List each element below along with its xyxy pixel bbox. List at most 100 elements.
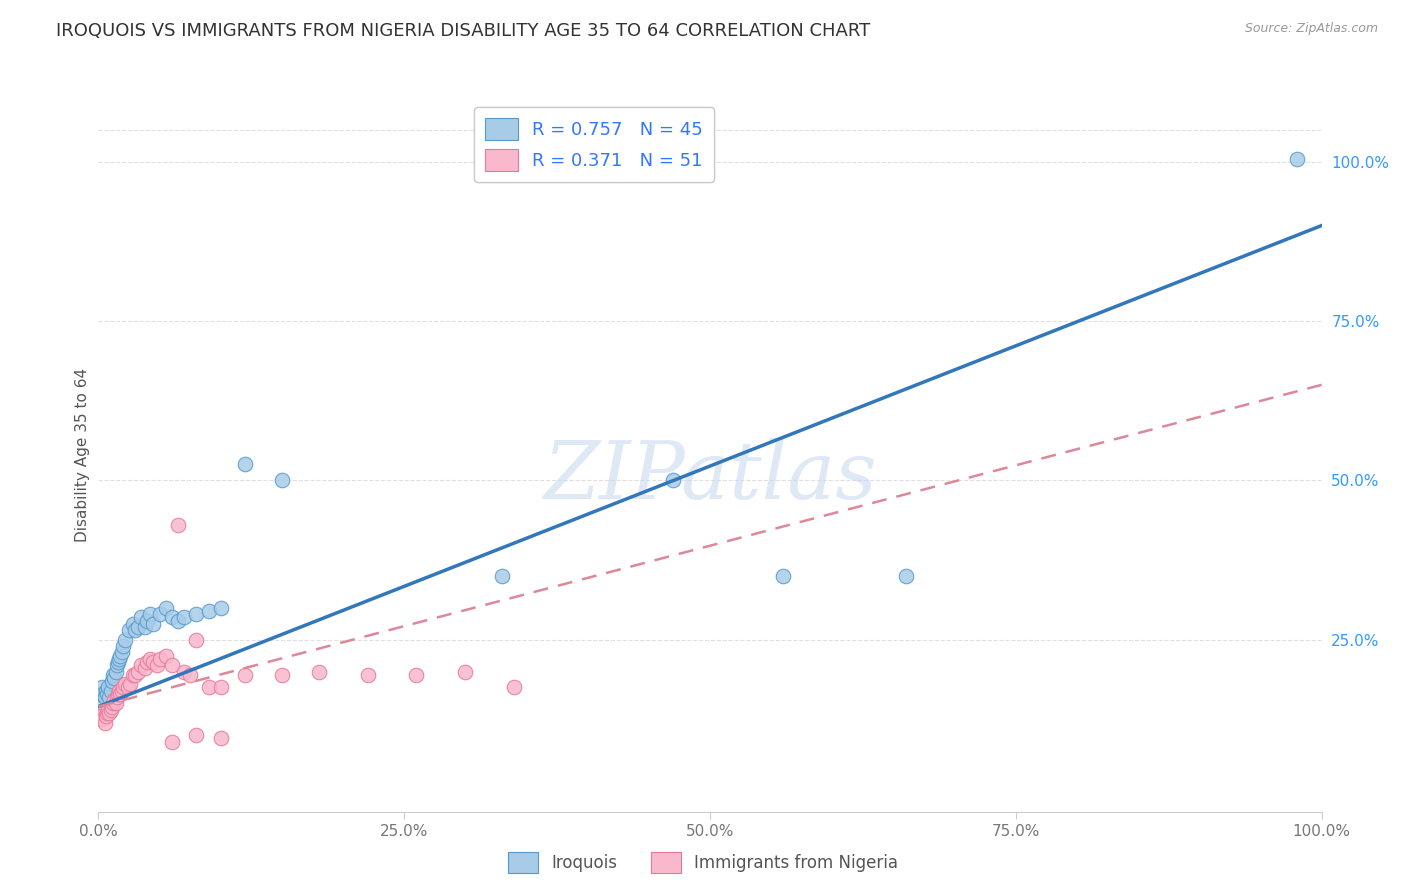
Point bbox=[503, 681, 526, 695]
Text: ZIPatlas: ZIPatlas bbox=[543, 438, 877, 515]
Point bbox=[101, 697, 124, 711]
Point bbox=[111, 683, 134, 698]
Point bbox=[160, 658, 183, 673]
Point bbox=[91, 681, 114, 695]
Point bbox=[167, 518, 190, 533]
Point bbox=[96, 687, 118, 701]
Point bbox=[179, 667, 201, 681]
Point bbox=[173, 610, 195, 624]
Point bbox=[104, 665, 127, 679]
Point bbox=[93, 690, 115, 704]
Point bbox=[117, 681, 139, 695]
Point bbox=[105, 658, 128, 673]
Point bbox=[491, 569, 513, 583]
Point bbox=[110, 687, 132, 701]
Text: Source: ZipAtlas.com: Source: ZipAtlas.com bbox=[1244, 22, 1378, 36]
Point bbox=[120, 677, 142, 691]
Point bbox=[146, 658, 169, 673]
Point bbox=[186, 632, 208, 647]
Point bbox=[1286, 152, 1309, 166]
Point bbox=[139, 652, 162, 666]
Point bbox=[105, 690, 128, 704]
Legend: R = 0.757   N = 45, R = 0.371   N = 51: R = 0.757 N = 45, R = 0.371 N = 51 bbox=[474, 107, 714, 182]
Point bbox=[124, 667, 146, 681]
Point bbox=[91, 687, 114, 701]
Point bbox=[209, 731, 232, 746]
Point bbox=[356, 667, 378, 681]
Point bbox=[233, 458, 256, 472]
Point bbox=[97, 703, 120, 717]
Point bbox=[139, 607, 162, 622]
Point bbox=[89, 709, 111, 723]
Point bbox=[94, 683, 117, 698]
Point bbox=[772, 569, 794, 583]
Point bbox=[90, 712, 112, 726]
Point bbox=[124, 623, 146, 637]
Point bbox=[662, 474, 685, 488]
Point bbox=[209, 681, 232, 695]
Point bbox=[103, 671, 125, 685]
Point bbox=[121, 616, 143, 631]
Point bbox=[101, 699, 124, 714]
Point bbox=[111, 681, 134, 695]
Point bbox=[121, 667, 143, 681]
Legend: Iroquois, Immigrants from Nigeria: Iroquois, Immigrants from Nigeria bbox=[502, 846, 904, 880]
Point bbox=[101, 674, 124, 689]
Point bbox=[136, 655, 159, 669]
Point bbox=[197, 681, 219, 695]
Point bbox=[114, 632, 136, 647]
Point bbox=[270, 667, 294, 681]
Point bbox=[100, 683, 122, 698]
Point bbox=[405, 667, 427, 681]
Point bbox=[136, 614, 159, 628]
Point bbox=[308, 665, 330, 679]
Point bbox=[98, 690, 121, 704]
Point bbox=[127, 665, 149, 679]
Point bbox=[94, 709, 117, 723]
Point bbox=[270, 474, 294, 488]
Point bbox=[110, 648, 132, 663]
Point bbox=[89, 693, 111, 707]
Point bbox=[233, 667, 256, 681]
Point bbox=[149, 652, 172, 666]
Point bbox=[129, 610, 152, 624]
Point bbox=[155, 648, 177, 663]
Point bbox=[107, 655, 129, 669]
Point bbox=[173, 665, 195, 679]
Point bbox=[454, 665, 477, 679]
Point bbox=[186, 728, 208, 742]
Point bbox=[91, 709, 114, 723]
Point bbox=[118, 623, 141, 637]
Point bbox=[197, 604, 219, 618]
Point bbox=[103, 693, 125, 707]
Y-axis label: Disability Age 35 to 64: Disability Age 35 to 64 bbox=[75, 368, 90, 542]
Point bbox=[894, 569, 917, 583]
Point bbox=[134, 620, 156, 634]
Text: IROQUOIS VS IMMIGRANTS FROM NIGERIA DISABILITY AGE 35 TO 64 CORRELATION CHART: IROQUOIS VS IMMIGRANTS FROM NIGERIA DISA… bbox=[56, 22, 870, 40]
Point bbox=[134, 661, 156, 675]
Point bbox=[97, 681, 120, 695]
Point bbox=[100, 703, 122, 717]
Point bbox=[149, 607, 172, 622]
Point bbox=[98, 706, 121, 720]
Point bbox=[160, 734, 183, 748]
Point bbox=[127, 620, 149, 634]
Point bbox=[107, 687, 129, 701]
Point bbox=[108, 652, 131, 666]
Point bbox=[114, 677, 136, 691]
Point bbox=[101, 667, 124, 681]
Point bbox=[209, 600, 232, 615]
Point bbox=[160, 610, 183, 624]
Point bbox=[111, 645, 134, 659]
Point bbox=[142, 616, 165, 631]
Point bbox=[111, 639, 134, 653]
Point bbox=[167, 614, 190, 628]
Point bbox=[186, 607, 208, 622]
Point bbox=[155, 600, 177, 615]
Point bbox=[90, 687, 112, 701]
Point bbox=[129, 658, 152, 673]
Point bbox=[96, 706, 118, 720]
Point bbox=[108, 683, 131, 698]
Point bbox=[104, 697, 127, 711]
Point bbox=[91, 712, 114, 726]
